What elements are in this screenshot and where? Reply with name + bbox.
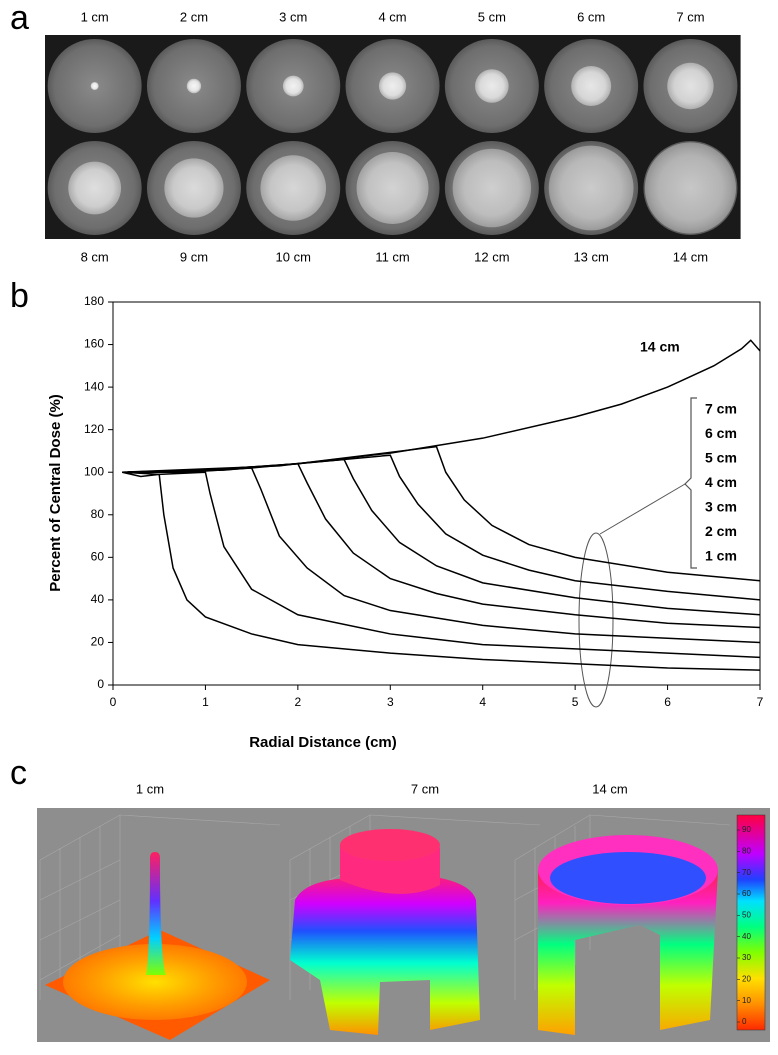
series-label: 7 cm <box>705 401 737 417</box>
colorbar-tick-label: 20 <box>742 974 751 983</box>
x-axis-label: Radial Distance (cm) <box>249 734 397 751</box>
dose-field <box>667 62 714 110</box>
surface-plots: 1 cm 7 cm 14 cm 0 10 20 30 40 50 60 70 80 90 <box>37 781 770 1042</box>
x-tick-label: 0 <box>110 695 117 709</box>
y-tick-label: 20 <box>91 635 105 649</box>
x-tick-label: 2 <box>295 695 302 709</box>
y-axis-label: Percent of Central Dose (%) <box>47 394 64 592</box>
dose-field <box>571 66 612 106</box>
y-tick-label: 40 <box>91 592 105 606</box>
image-label: 5 cm <box>478 9 506 24</box>
dose-field <box>282 75 304 97</box>
image-label: 11 cm <box>375 249 409 264</box>
y-tick-label: 0 <box>97 677 104 691</box>
surface-hollow <box>550 852 706 904</box>
series-label: 3 cm <box>705 499 737 515</box>
x-tick-label: 3 <box>387 695 394 709</box>
image-label: 14 cm <box>673 249 708 264</box>
y-tick-label: 60 <box>91 550 105 564</box>
surface-body <box>290 875 480 1035</box>
series-label: 14 cm <box>640 339 680 355</box>
dose-field <box>378 72 407 100</box>
colorbar-tick-label: 50 <box>742 910 751 919</box>
series-label: 5 cm <box>705 450 737 466</box>
series-label: 2 cm <box>705 523 737 539</box>
colorbar-tick-label: 10 <box>742 996 751 1005</box>
panel-label: a <box>10 0 29 37</box>
dose-field <box>186 78 202 94</box>
image-label: 12 cm <box>474 249 509 264</box>
y-tick-label: 180 <box>84 294 104 308</box>
image-label: 4 cm <box>378 9 406 24</box>
series-label: 4 cm <box>705 474 737 490</box>
line-series <box>122 471 761 659</box>
colorbar-tick-label: 90 <box>742 825 751 834</box>
dose-field <box>548 145 634 231</box>
image-label: 9 cm <box>180 249 208 264</box>
colorbar-tick-label: 60 <box>742 889 751 898</box>
image-grid: 1 cm 2 cm 3 cm 4 cm 5 cm 6 cm 7 cm 8 cm 9 cm 10 c… <box>45 9 741 264</box>
line-series <box>122 471 761 671</box>
surface-base <box>63 944 247 1020</box>
series-label: 1 cm <box>705 548 737 564</box>
image-label: 2 cm <box>180 9 208 24</box>
image-label: 7 cm <box>676 9 704 24</box>
image-label: 3 cm <box>279 9 307 24</box>
colorbar-tick-label: 80 <box>742 846 751 855</box>
image-label: 1 cm <box>81 9 109 24</box>
surface-peak <box>146 852 166 975</box>
colorbar-tick-label: 0 <box>742 1017 747 1026</box>
line-series <box>122 339 761 473</box>
y-tick-label: 80 <box>91 507 105 521</box>
dose-field <box>164 158 224 218</box>
callout-ellipse <box>578 532 614 708</box>
colorbar-tick-label: 40 <box>742 932 751 941</box>
dose-field <box>356 152 429 224</box>
y-tick-label: 160 <box>84 337 104 351</box>
surface-body <box>538 870 718 1035</box>
dose-field <box>260 155 327 221</box>
x-tick-label: 5 <box>572 695 579 709</box>
dose-field <box>452 148 532 228</box>
plot-label: 14 cm <box>592 781 627 796</box>
x-tick-label: 1 <box>202 695 209 709</box>
y-tick-label: 100 <box>84 464 104 478</box>
panel-label: c <box>10 754 27 792</box>
plot-label: 1 cm <box>136 781 164 796</box>
dose-field <box>644 142 737 234</box>
y-tick-label: 140 <box>84 379 104 393</box>
y-tick-label: 120 <box>84 422 104 436</box>
line-series <box>122 454 761 601</box>
series-label: 6 cm <box>705 425 737 441</box>
image-label: 13 cm <box>573 249 608 264</box>
dose-field <box>68 161 122 215</box>
image-label: 10 cm <box>276 249 311 264</box>
x-tick-label: 6 <box>664 695 671 709</box>
panel-label: b <box>10 277 29 315</box>
dose-field <box>475 69 509 103</box>
line-chart: Radial Distance (cm) Percent of Central … <box>47 294 764 751</box>
plot-label: 7 cm <box>411 781 439 796</box>
colorbar-tick-label: 70 <box>742 868 751 877</box>
x-tick-label: 4 <box>479 695 486 709</box>
dose-field <box>90 82 99 90</box>
surface-top <box>340 829 440 861</box>
callout-line <box>599 483 686 535</box>
image-label: 6 cm <box>577 9 605 24</box>
image-label: 8 cm <box>81 249 109 264</box>
colorbar-tick-label: 30 <box>742 953 751 962</box>
x-tick-label: 7 <box>757 695 764 709</box>
colorbar <box>736 814 766 1031</box>
